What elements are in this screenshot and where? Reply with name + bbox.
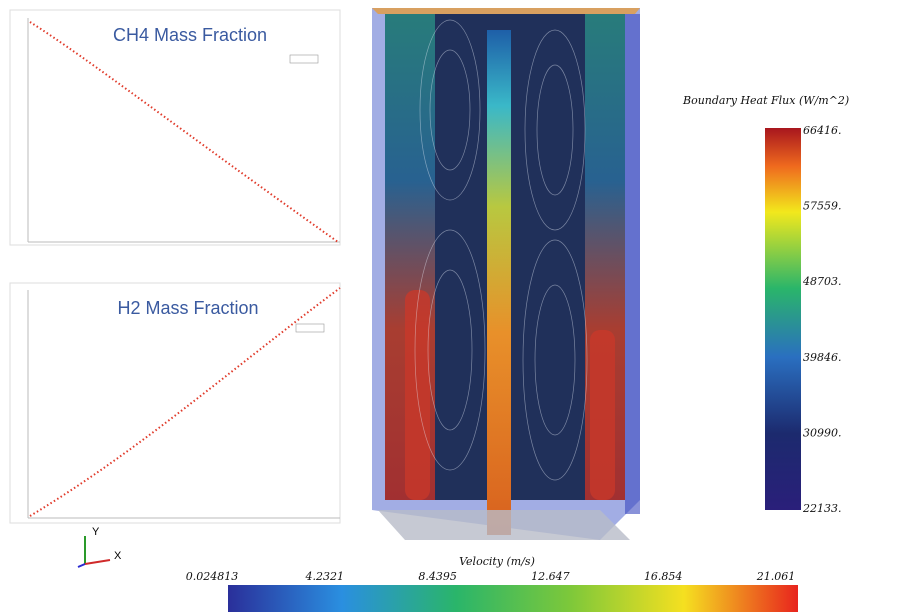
reactor-render (372, 8, 640, 540)
colorbar-label: 8.4395 (418, 570, 457, 583)
velocity-colorbar: Velocity (m/s) 0.024813 4.2321 8.4395 12.64… (186, 555, 798, 612)
colorbar-title: Boundary Heat Flux (W/m^2) (682, 94, 849, 107)
colorbar-label: 39846. (803, 351, 842, 364)
axis-label: X (114, 550, 122, 562)
plot-title: H2 Mass Fraction (117, 298, 258, 318)
colorbar-label: 57559. (803, 200, 842, 213)
ch4-plot: CH4 Mass Fraction (10, 10, 340, 245)
colorbar-label: 12.647 (531, 570, 570, 583)
colorbar-label: 30990. (803, 426, 842, 439)
colorbar-label: 21.061 (756, 570, 796, 583)
axes-triad: Y X (78, 526, 122, 567)
colorbar-label: 22133. (802, 502, 842, 515)
plot-title: CH4 Mass Fraction (113, 25, 267, 45)
colorbar-label: 16.854 (644, 570, 683, 583)
h2-plot: H2 Mass Fraction (10, 283, 340, 523)
figure: CH4 Mass Fraction H2 Mass Fraction Y X B… (0, 0, 923, 612)
colorbar-label: 66416. (803, 124, 842, 137)
colorbar-label: 48703. (802, 275, 842, 288)
colorbar-title: Velocity (m/s) (459, 555, 535, 568)
colorbar-label: 0.024813 (186, 570, 239, 583)
axis-label: Y (92, 526, 100, 538)
colorbar-label: 4.2321 (305, 570, 345, 583)
heat-flux-colorbar: Boundary Heat Flux (W/m^2) 66416. 57559. 4… (682, 94, 849, 515)
